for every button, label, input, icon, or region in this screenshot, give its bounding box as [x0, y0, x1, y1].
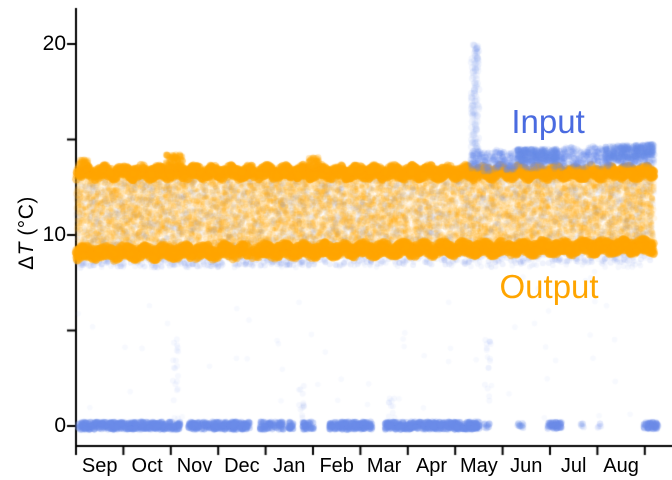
- x-tick-label-dec: Dec: [224, 455, 260, 477]
- x-tick-label-nov: Nov: [176, 455, 213, 477]
- series-label-output: Output: [499, 267, 599, 305]
- x-tick-label-jun: Jun: [510, 455, 543, 477]
- x-tick-label-mar: Mar: [366, 455, 402, 477]
- x-tick-label-sep: Sep: [81, 455, 118, 477]
- y-axis-title-delta: Δ: [15, 255, 38, 270]
- y-tick-label-0: 0: [54, 414, 66, 437]
- x-tick-label-may: May: [459, 455, 498, 477]
- y-tick-label-20: 20: [42, 32, 66, 55]
- series-label-input: Input: [511, 103, 585, 141]
- y-tick-label-10: 10: [42, 223, 66, 246]
- x-tick-label-oct: Oct: [131, 455, 163, 477]
- x-tick-label-aug: Aug: [603, 455, 639, 477]
- x-tick-label-jan: Jan: [273, 455, 306, 477]
- x-tick-label-feb: Feb: [319, 455, 354, 477]
- x-tick-label-jul: Jul: [560, 455, 587, 477]
- x-tick-label-apr: Apr: [415, 455, 448, 477]
